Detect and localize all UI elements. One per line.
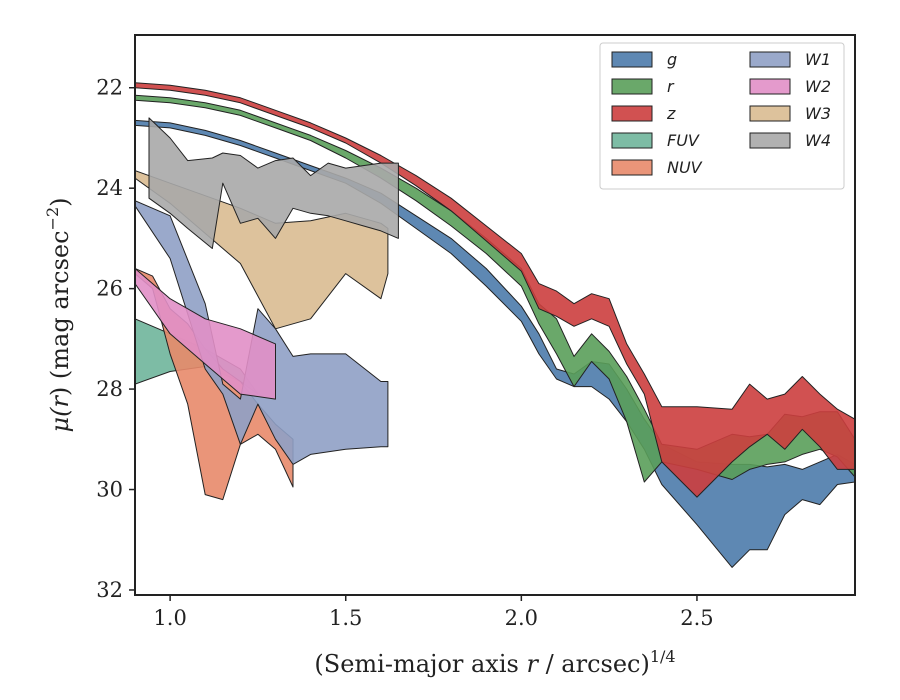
x-tick-label: 1.0 xyxy=(153,606,186,630)
y-tick-label: 32 xyxy=(96,578,123,602)
y-tick-label: 30 xyxy=(96,478,123,502)
y-axis-label-close: ) xyxy=(46,197,74,206)
legend-swatch-nuv xyxy=(611,159,653,176)
series-band-w1 xyxy=(135,200,389,465)
y-axis-label: μ(r) (mag arcsec−2) xyxy=(43,197,74,432)
x-tick-label: 1.5 xyxy=(329,606,362,630)
y-tick-label: 28 xyxy=(96,377,123,401)
legend-label-w1: W1 xyxy=(805,50,831,69)
y-axis-label-sup: −2 xyxy=(43,207,62,231)
ticks-layer: 1.0 1.5 2.0 2.5 22 24 26 28 30 32 xyxy=(96,76,713,630)
y-tick-label: 24 xyxy=(96,176,123,200)
legend-swatch-w2 xyxy=(749,78,791,95)
y-axis-label-mu: μ( xyxy=(46,407,74,433)
legend-label-g: g xyxy=(667,50,677,69)
series-band-w2 xyxy=(135,268,276,400)
legend-swatch-w1 xyxy=(749,51,791,68)
y-axis-label-var: r xyxy=(46,395,74,408)
series-band-z xyxy=(135,82,855,498)
legend-swatch-r xyxy=(611,78,653,95)
series-layer xyxy=(135,82,855,568)
legend-label-r: r xyxy=(667,77,675,96)
legend-label-w3: W3 xyxy=(805,104,831,123)
plot-frame xyxy=(134,34,856,596)
x-axis-label-var: r xyxy=(526,650,539,678)
legend-swatch-g xyxy=(611,51,653,68)
series-band-w4 xyxy=(148,117,399,249)
x-tick-label: 2.0 xyxy=(505,606,538,630)
legend-swatch-w4 xyxy=(749,132,791,149)
y-tick-label: 22 xyxy=(96,76,123,100)
legend-swatch-z xyxy=(611,105,653,122)
y-axis-label-rest: ) (mag arcsec xyxy=(46,230,74,396)
x-axis-label-rest: / arcsec) xyxy=(538,650,650,678)
x-axis-label: (Semi-major axis r / arcsec)1/4 xyxy=(314,647,675,678)
legend-label-w4: W4 xyxy=(805,131,831,150)
legend-label-fuv: FUV xyxy=(667,131,700,150)
y-tick-label: 26 xyxy=(96,277,123,301)
x-axis-label-sup: 1/4 xyxy=(650,647,676,666)
legend-label-z: z xyxy=(666,104,676,123)
x-axis-label-main: (Semi-major axis xyxy=(314,650,526,678)
legend-label-w2: W2 xyxy=(805,77,831,96)
x-tick-label: 2.5 xyxy=(680,606,713,630)
legend-swatch-fuv xyxy=(611,132,653,149)
legend-label-nuv: NUV xyxy=(667,158,703,177)
legend-swatch-w3 xyxy=(749,105,791,122)
legend: grz FUV NUV W1 W2 W3 W4 xyxy=(599,42,845,190)
